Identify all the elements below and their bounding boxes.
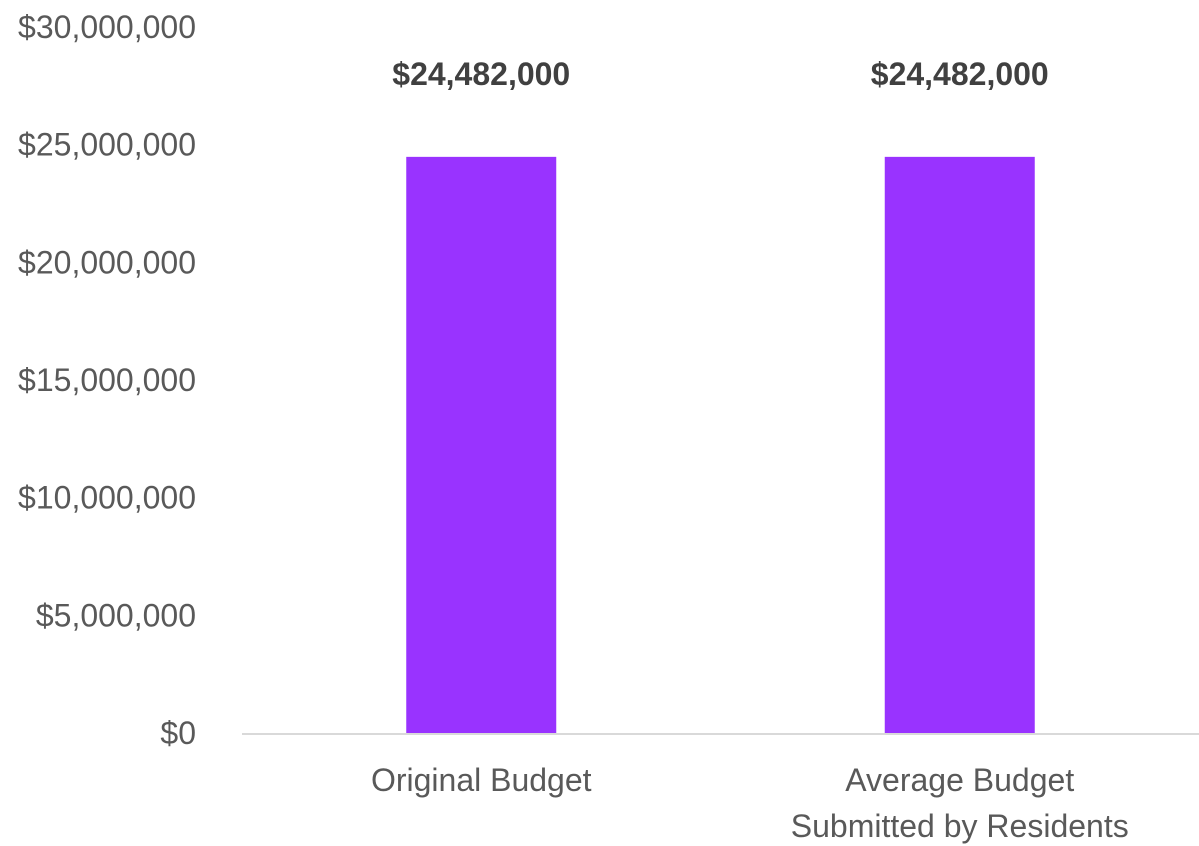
y-tick-label: $20,000,000 bbox=[18, 244, 196, 280]
y-axis-tick-labels: $0 $5,000,000 $10,000,000 $15,000,000 $20,00… bbox=[18, 9, 196, 751]
bar bbox=[406, 156, 557, 733]
x-category-label: Average Budget Submitted by Residents bbox=[791, 762, 1129, 844]
bar-data-label: $24,482,000 bbox=[871, 56, 1049, 92]
x-category-label-line: Submitted by Residents bbox=[791, 808, 1129, 844]
bar-series bbox=[406, 156, 1035, 733]
bar-data-label: $24,482,000 bbox=[392, 56, 570, 92]
y-tick-label: $30,000,000 bbox=[18, 9, 196, 45]
y-tick-label: $10,000,000 bbox=[18, 480, 196, 516]
bar-data-labels: $24,482,000 $24,482,000 bbox=[392, 56, 1048, 92]
x-axis-category-labels: Original Budget Average Budget Submitted b… bbox=[371, 762, 1129, 844]
y-tick-label: $25,000,000 bbox=[18, 127, 196, 163]
y-tick-label: $5,000,000 bbox=[36, 597, 196, 633]
x-category-label: Original Budget bbox=[371, 762, 592, 798]
x-category-label-line: Average Budget bbox=[845, 762, 1074, 798]
bar bbox=[884, 156, 1035, 733]
x-category-label-line: Original Budget bbox=[371, 762, 592, 798]
y-tick-label: $0 bbox=[160, 715, 196, 751]
y-tick-label: $15,000,000 bbox=[18, 362, 196, 398]
